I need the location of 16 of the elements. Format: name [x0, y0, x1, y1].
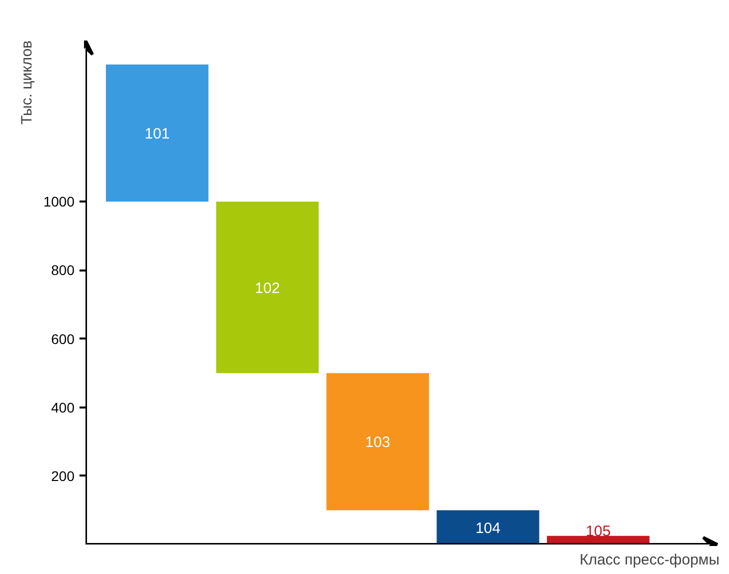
y-tick-label: 400 [51, 399, 75, 416]
bar [216, 202, 319, 374]
y-tick-label: 600 [51, 330, 75, 347]
bar [326, 373, 429, 510]
y-tick-label: 200 [51, 468, 75, 484]
x-tick-label: 101 [144, 126, 170, 143]
y-tick-label: 1000 [43, 194, 75, 210]
y-tick-label: 800 [51, 262, 75, 278]
x-axis-title: Класс пресс-формы [580, 552, 720, 568]
x-tick-label: 105 [586, 522, 611, 540]
x-tick-label: 103 [365, 434, 390, 452]
x-tick-label: 104 [475, 520, 500, 537]
x-tick-label: 102 [254, 280, 280, 297]
y-axis-title: Тыс. циклов [18, 40, 36, 125]
bar [106, 64, 208, 202]
bar [436, 510, 540, 544]
